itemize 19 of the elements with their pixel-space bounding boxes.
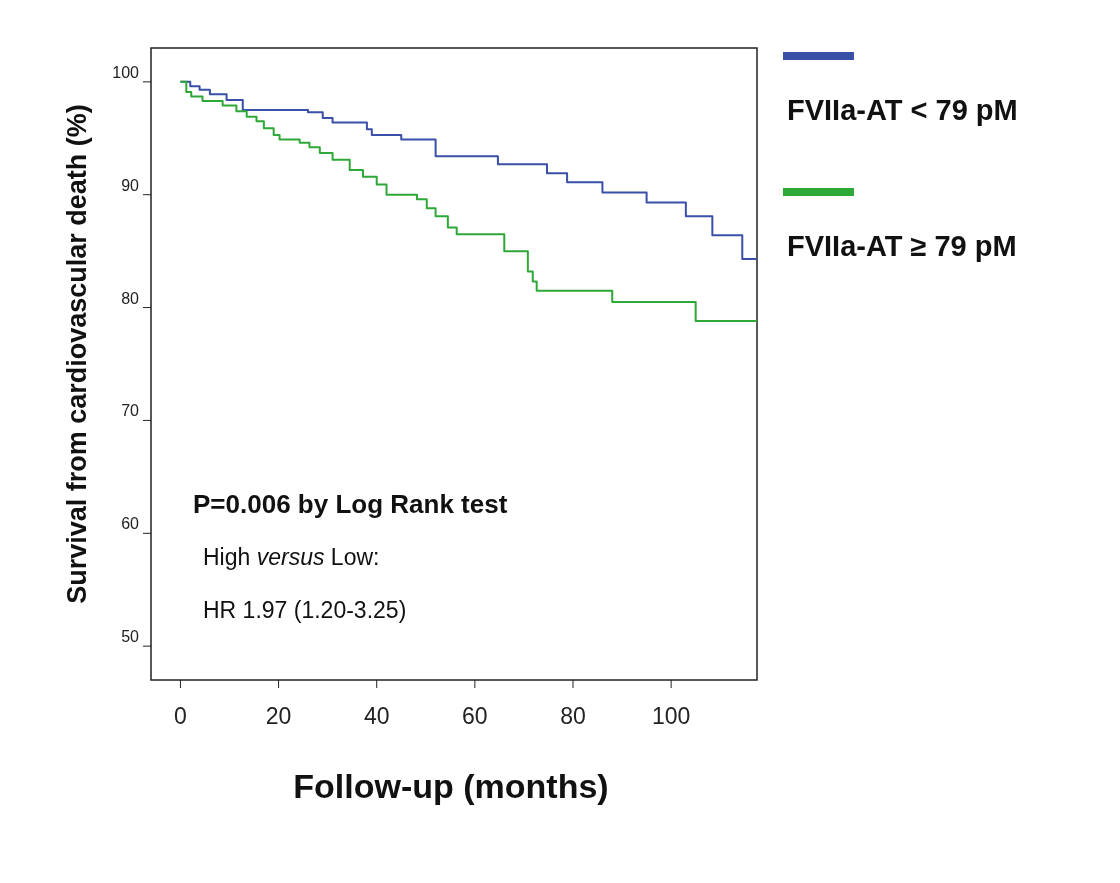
y-tick-label: 100 bbox=[112, 63, 140, 81]
annotation: High versus Low: bbox=[203, 544, 380, 570]
x-tick-label: 60 bbox=[462, 703, 488, 729]
annotation: P=0.006 by Log Rank test bbox=[193, 489, 508, 519]
x-tick-label: 0 bbox=[174, 703, 187, 729]
x-tick-label: 80 bbox=[560, 703, 586, 729]
y-tick-label: 80 bbox=[121, 289, 140, 307]
y-axis-title: Survival from cardiovascular death (%) bbox=[62, 104, 92, 604]
annotation: HR 1.97 (1.20-3.25) bbox=[203, 597, 407, 623]
x-tick-label: 100 bbox=[651, 703, 691, 729]
legend-label: FVIIa-AT ≥ 79 pM bbox=[787, 230, 1017, 262]
x-axis-title: Follow-up (months) bbox=[293, 767, 609, 805]
y-tick-label: 50 bbox=[121, 628, 140, 646]
y-tick-label: 70 bbox=[121, 402, 140, 420]
y-tick-label: 90 bbox=[121, 176, 140, 194]
x-tick-label: 40 bbox=[363, 703, 390, 729]
legend-label: FVIIa-AT < 79 pM bbox=[787, 94, 1018, 126]
y-tick-label: 60 bbox=[121, 515, 140, 533]
x-tick-label: 20 bbox=[265, 703, 292, 729]
